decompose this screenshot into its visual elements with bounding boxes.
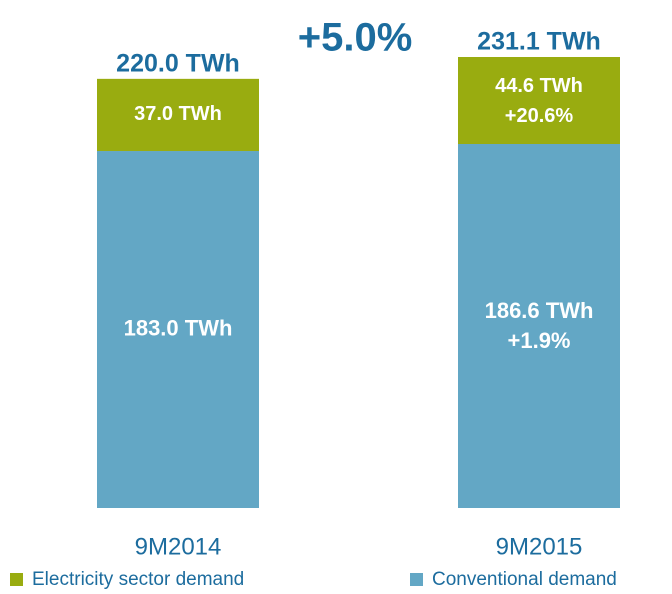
legend-swatch (410, 573, 423, 586)
legend-label: Conventional demand (432, 569, 617, 590)
bar-segment (458, 57, 620, 145)
bar-segment (97, 78, 259, 152)
bar-segment (97, 151, 259, 508)
value-label: 44.6 TWh (495, 75, 583, 97)
change-label: +20.6% (505, 105, 574, 127)
total-change: +5.0% (298, 16, 413, 60)
value-label: 37.0 TWh (134, 103, 222, 125)
category-label: 9M2014 (135, 533, 222, 560)
category-label: 9M2015 (496, 533, 583, 560)
bar-segment (458, 144, 620, 509)
legend-label: Electricity sector demand (32, 569, 244, 590)
legend-swatch (10, 573, 23, 586)
change-label: +1.9% (508, 328, 571, 353)
total-label: 220.0 TWh (116, 49, 240, 77)
value-label: 186.6 TWh (485, 298, 594, 323)
value-label: 183.0 TWh (124, 315, 233, 340)
total-label: 231.1 TWh (477, 28, 601, 56)
